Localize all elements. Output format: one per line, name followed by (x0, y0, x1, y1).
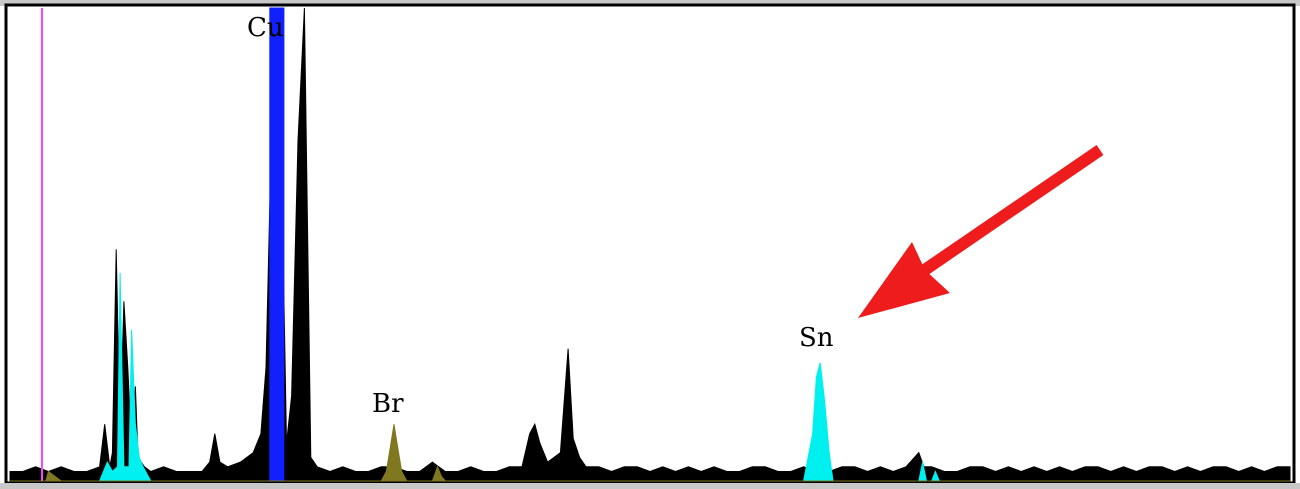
spectrum-trace-black (9, 7, 1291, 482)
window-bottom-border (0, 483, 1300, 489)
peak-label-br: Br (372, 389, 404, 419)
spectrum-trace-blue (269, 7, 285, 482)
annotation-arrow (858, 145, 1104, 318)
label-layer: Cu Br Sn (247, 13, 834, 419)
arrow-shaft (906, 145, 1104, 285)
peak-label-cu: Cu (247, 13, 284, 43)
arrow-head (858, 242, 950, 318)
plot-frame (4, 3, 1296, 485)
window-top-border (0, 0, 1300, 6)
spectrum-trace-olive (10, 424, 1290, 482)
peak-label-sn: Sn (799, 323, 834, 353)
series-layer (9, 7, 1291, 482)
